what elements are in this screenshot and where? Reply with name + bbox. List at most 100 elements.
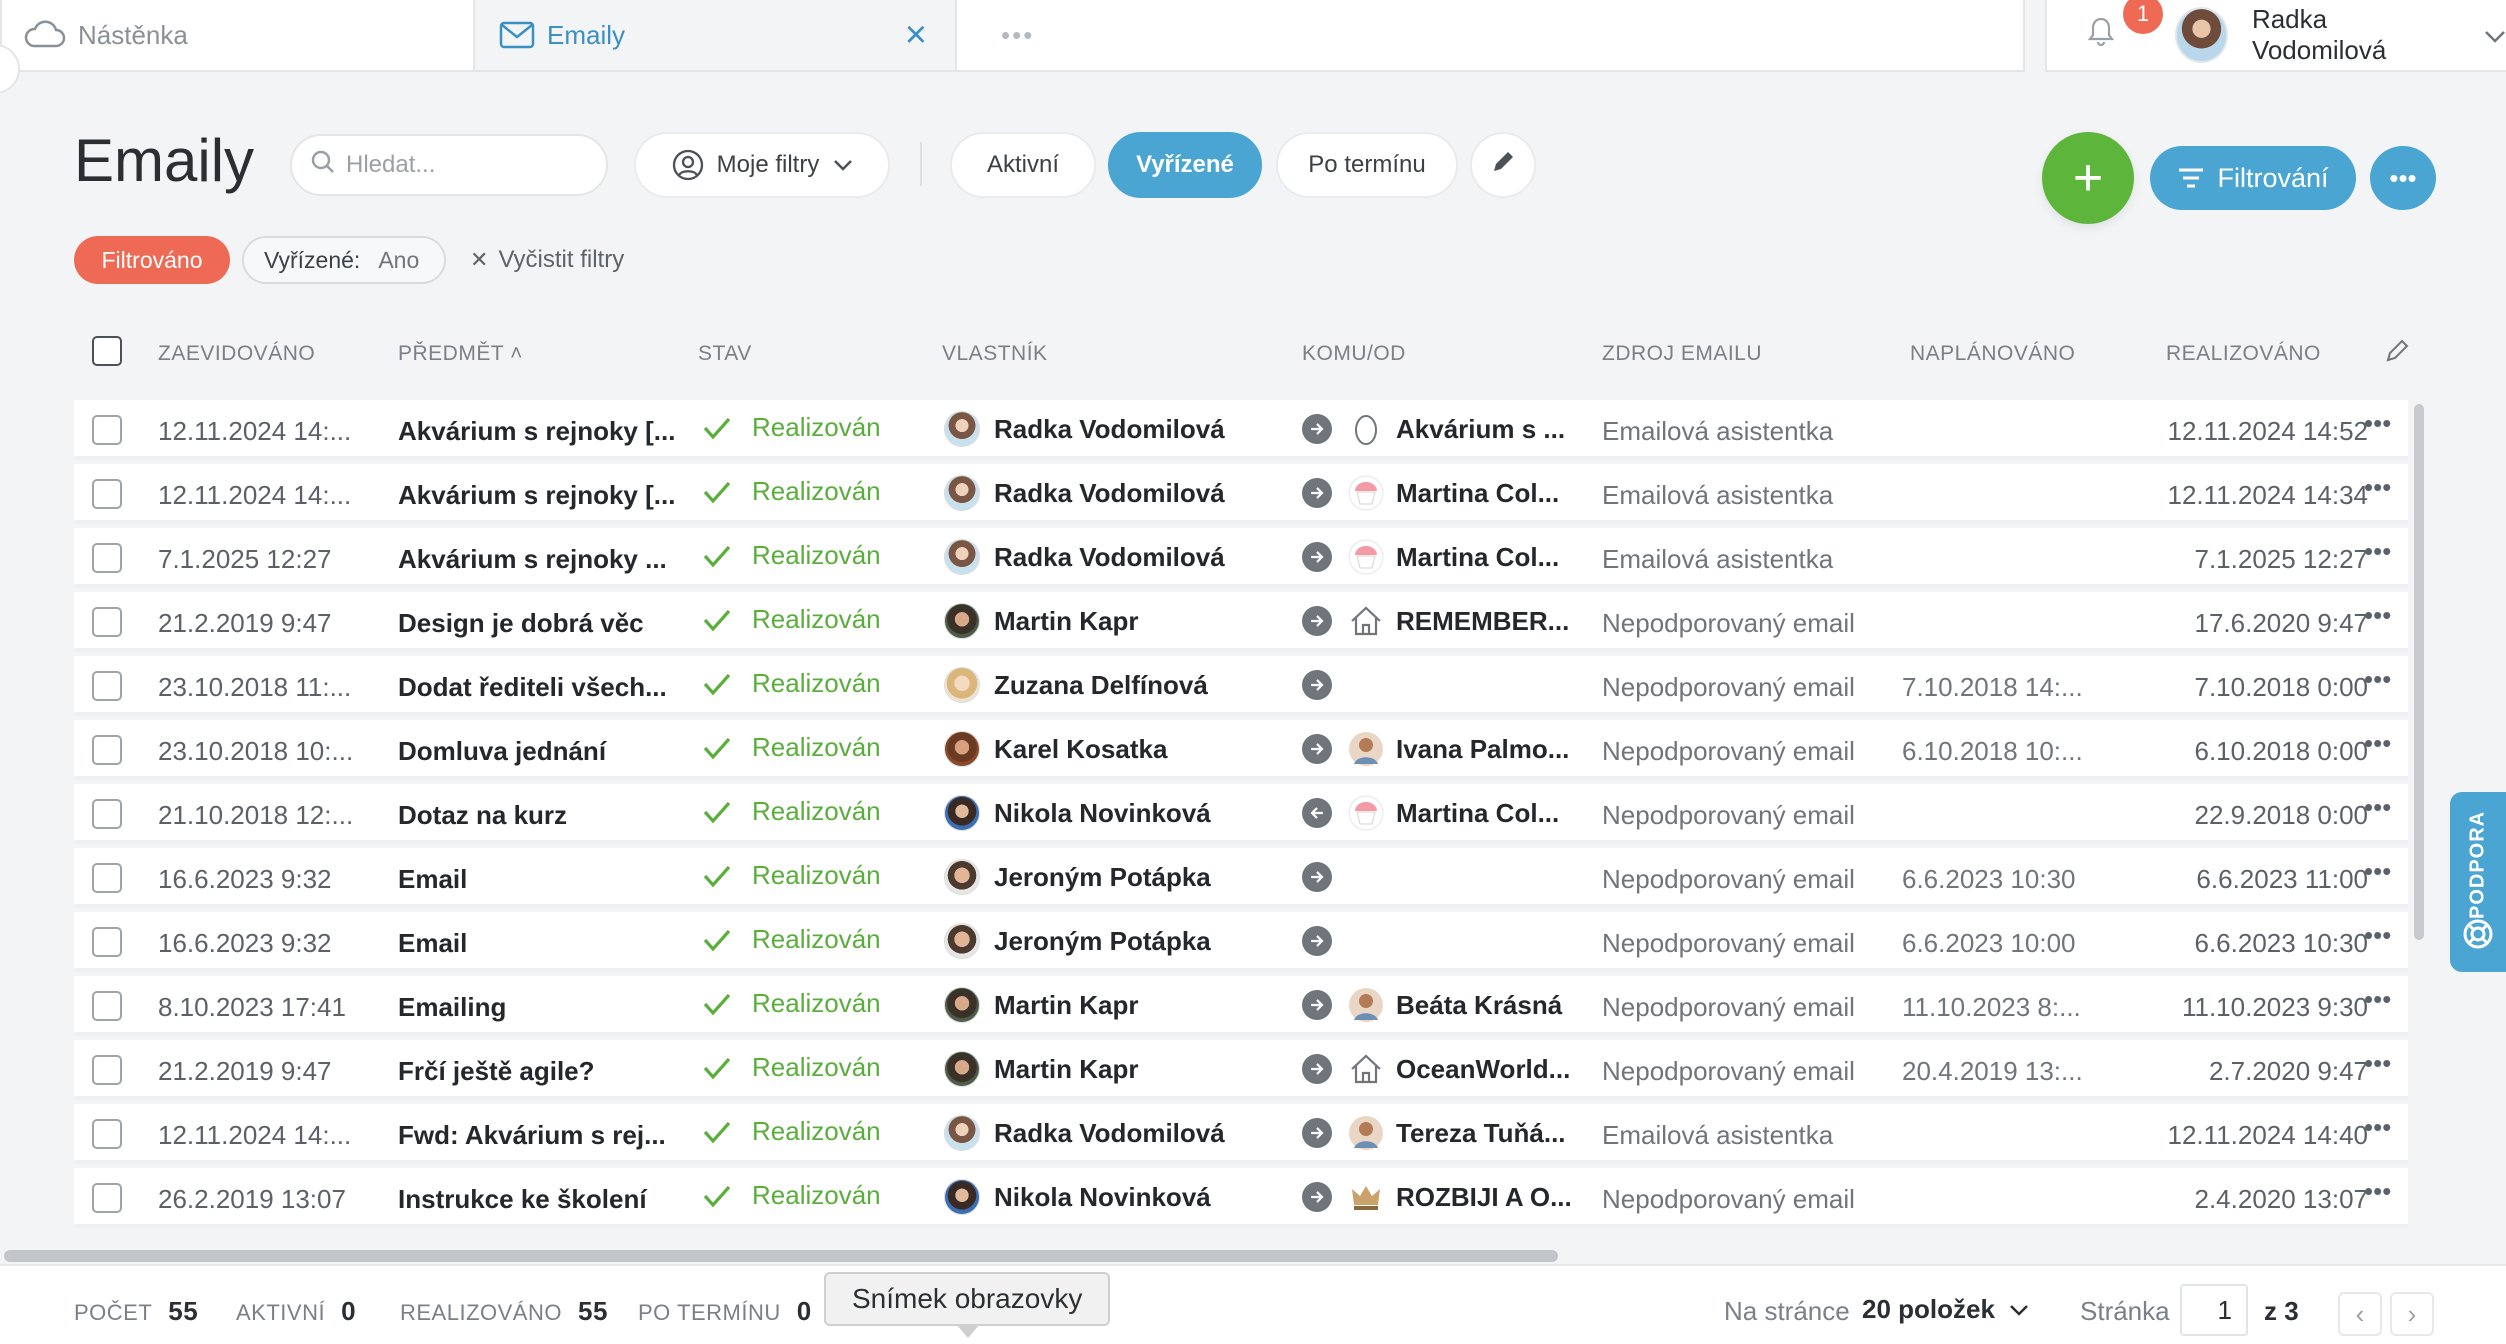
table-row[interactable]: 26.2.2019 13:07 Instrukce ke školení Reali…	[74, 1168, 2408, 1228]
cell-owner[interactable]: Radka Vodomilová	[944, 539, 1324, 575]
row-menu-icon[interactable]: •••	[2364, 984, 2392, 1014]
table-row[interactable]: 21.2.2019 9:47 Frčí ještě agile? Realizová…	[74, 1040, 2408, 1100]
notifications-button[interactable]: 1	[2077, 0, 2163, 60]
col-realized[interactable]: REALIZOVÁNO	[2166, 342, 2321, 365]
cell-owner[interactable]: Radka Vodomilová	[944, 475, 1324, 511]
cell-subject[interactable]: Frčí ještě agile?	[398, 1056, 595, 1086]
cell-to-from[interactable]: Martina Col...	[1348, 539, 1648, 575]
my-filters-dropdown[interactable]: Moje filtry	[634, 132, 890, 198]
support-tab[interactable]: PODPORA	[2450, 792, 2506, 972]
row-checkbox[interactable]	[92, 863, 122, 893]
row-checkbox[interactable]	[92, 1183, 122, 1213]
row-checkbox[interactable]	[92, 799, 122, 829]
tab-dashboard[interactable]: Nástěnka	[0, 0, 475, 72]
row-checkbox[interactable]	[92, 607, 122, 637]
row-menu-icon[interactable]: •••	[2364, 536, 2392, 566]
view-active-button[interactable]: Aktivní	[950, 132, 1096, 198]
cell-to-from[interactable]: Tereza Tuňá...	[1348, 1115, 1648, 1151]
col-source[interactable]: ZDROJ EMAILU	[1602, 342, 1763, 365]
cell-subject[interactable]: Akvárium s rejnoky [...	[398, 416, 676, 446]
table-row[interactable]: 12.11.2024 14:... Akvárium s rejnoky [...…	[74, 464, 2408, 524]
tab-emails[interactable]: Emaily ×	[475, 0, 955, 72]
cell-to-from[interactable]: Akvárium s ...	[1348, 411, 1648, 447]
table-row[interactable]: 23.10.2018 10:... Domluva jednání Realizov…	[74, 720, 2408, 780]
row-checkbox[interactable]	[92, 1055, 122, 1085]
user-name[interactable]: Radka Vodomilová	[2251, 4, 2387, 65]
cell-subject[interactable]: Akvárium s rejnoky ...	[398, 544, 667, 574]
col-to-from[interactable]: KOMU/OD	[1302, 342, 1406, 365]
table-row[interactable]: 16.6.2023 9:32 Email Realizován Jeroným Pot…	[74, 848, 2408, 908]
cell-owner[interactable]: Zuzana Delfínová	[944, 667, 1324, 703]
cell-subject[interactable]: Email	[398, 928, 468, 958]
add-email-button[interactable]: +	[2042, 132, 2134, 224]
cell-subject[interactable]: Akvárium s rejnoky [...	[398, 480, 676, 510]
cell-subject[interactable]: Email	[398, 864, 468, 894]
cell-subject[interactable]: Dodat řediteli všech...	[398, 672, 667, 702]
clear-filters-button[interactable]: ✕ Vyčistit filtry	[470, 236, 624, 284]
cell-subject[interactable]: Instrukce ke školení	[398, 1184, 647, 1214]
row-menu-icon[interactable]: •••	[2364, 600, 2392, 630]
edit-views-button[interactable]	[1470, 132, 1536, 198]
row-checkbox[interactable]	[92, 479, 122, 509]
select-all-checkbox[interactable]	[92, 336, 122, 366]
row-menu-icon[interactable]: •••	[2364, 1176, 2392, 1206]
row-checkbox[interactable]	[92, 671, 122, 701]
row-menu-icon[interactable]: •••	[2364, 408, 2392, 438]
avatar[interactable]	[2174, 7, 2228, 63]
cell-subject[interactable]: Emailing	[398, 992, 507, 1022]
table-row[interactable]: 16.6.2023 9:32 Email Realizován Jeroným Pot…	[74, 912, 2408, 972]
row-checkbox[interactable]	[92, 991, 122, 1021]
page-number-input[interactable]	[2180, 1284, 2248, 1336]
table-row[interactable]: 23.10.2018 11:... Dodat řediteli všech...…	[74, 656, 2408, 716]
cell-subject[interactable]: Design je dobrá věc	[398, 608, 644, 638]
search-box[interactable]	[290, 134, 608, 196]
cell-owner[interactable]: Martin Kapr	[944, 987, 1324, 1023]
prev-page-button[interactable]: ‹	[2338, 1292, 2382, 1336]
cell-owner[interactable]: Martin Kapr	[944, 1051, 1324, 1087]
cell-owner[interactable]: Nikola Novinková	[944, 1179, 1324, 1215]
chevron-down-icon[interactable]	[2484, 20, 2506, 51]
horizontal-scrollbar[interactable]	[4, 1250, 1558, 1262]
cell-to-from[interactable]: Martina Col...	[1348, 475, 1648, 511]
cell-owner[interactable]: Jeroným Potápka	[944, 859, 1324, 895]
cell-to-from[interactable]: REMEMBER...	[1348, 603, 1648, 639]
tab-more[interactable]: •••	[955, 0, 2025, 72]
row-menu-icon[interactable]: •••	[2364, 1048, 2392, 1078]
cell-to-from[interactable]: ROZBIJI A O...	[1348, 1179, 1648, 1215]
col-planned[interactable]: NAPLÁNOVÁNO	[1910, 342, 2076, 365]
col-subject[interactable]: PŘEDMĚT ˄	[398, 342, 523, 366]
row-menu-icon[interactable]: •••	[2364, 728, 2392, 758]
row-checkbox[interactable]	[92, 927, 122, 957]
cell-owner[interactable]: Radka Vodomilová	[944, 1115, 1324, 1151]
cell-to-from[interactable]: Beáta Krásná	[1348, 987, 1648, 1023]
view-done-button[interactable]: Vyřízené	[1108, 132, 1262, 198]
row-checkbox[interactable]	[92, 735, 122, 765]
table-row[interactable]: 7.1.2025 12:27 Akvárium s rejnoky ... Real…	[74, 528, 2408, 588]
row-menu-icon[interactable]: •••	[2364, 792, 2392, 822]
cell-subject[interactable]: Fwd: Akvárium s rej...	[398, 1120, 666, 1150]
col-owner[interactable]: VLASTNÍK	[942, 342, 1048, 365]
cell-owner[interactable]: Radka Vodomilová	[944, 411, 1324, 447]
row-menu-icon[interactable]: •••	[2364, 1112, 2392, 1142]
search-input[interactable]	[346, 151, 586, 179]
vertical-scrollbar[interactable]	[2414, 404, 2424, 940]
cell-owner[interactable]: Martin Kapr	[944, 603, 1324, 639]
per-page-select[interactable]: 20 položek	[1862, 1294, 2029, 1325]
row-menu-icon[interactable]: •••	[2364, 472, 2392, 502]
col-created[interactable]: ZAEVIDOVÁNO	[158, 342, 316, 365]
row-menu-icon[interactable]: •••	[2364, 856, 2392, 886]
cell-subject[interactable]: Domluva jednání	[398, 736, 607, 766]
cell-to-from[interactable]: Ivana Palmo...	[1348, 731, 1648, 767]
close-tab-icon[interactable]: ×	[904, 14, 927, 56]
view-overdue-button[interactable]: Po termínu	[1276, 132, 1458, 198]
row-checkbox[interactable]	[92, 543, 122, 573]
table-row[interactable]: 12.11.2024 14:... Fwd: Akvárium s rej... R…	[74, 1104, 2408, 1164]
row-menu-icon[interactable]: •••	[2364, 920, 2392, 950]
cell-to-from[interactable]: Martina Col...	[1348, 795, 1648, 831]
more-actions-button[interactable]: •••	[2370, 146, 2436, 210]
cell-to-from[interactable]: OceanWorld...	[1348, 1051, 1648, 1087]
table-row[interactable]: 12.11.2024 14:... Akvárium s rejnoky [...…	[74, 400, 2408, 460]
next-page-button[interactable]: ›	[2390, 1292, 2434, 1336]
row-checkbox[interactable]	[92, 415, 122, 445]
cell-owner[interactable]: Nikola Novinková	[944, 795, 1324, 831]
